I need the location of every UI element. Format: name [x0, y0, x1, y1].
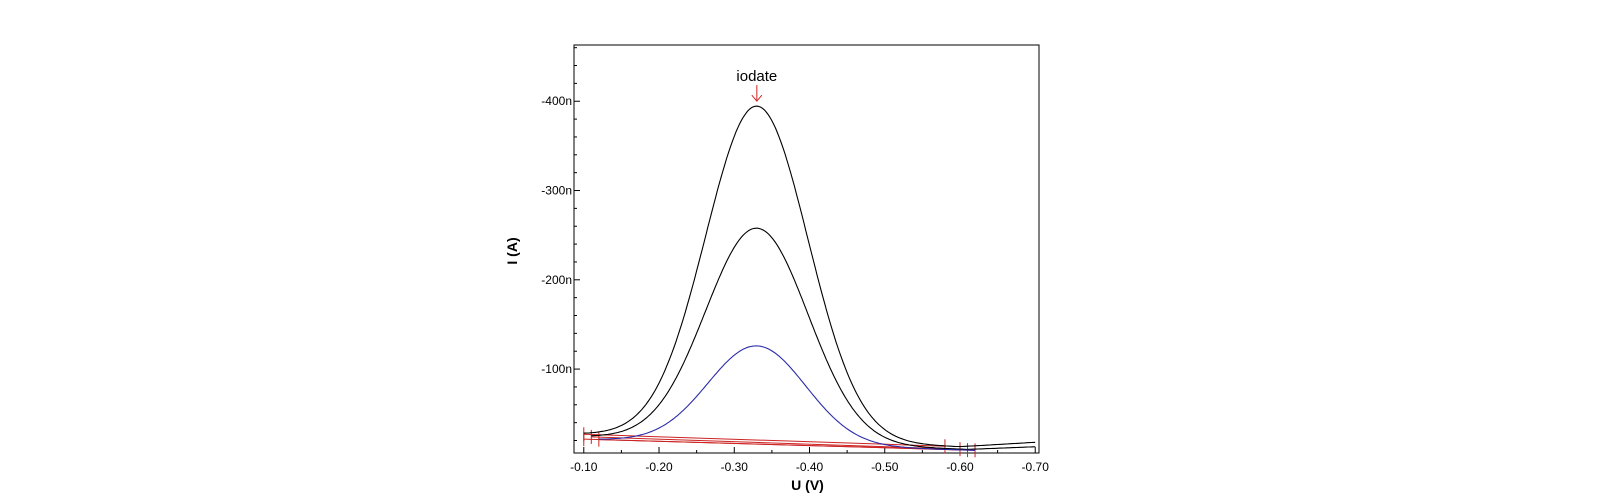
plot-frame [573, 44, 1040, 454]
series-line-3 [598, 345, 975, 451]
y-tick-label: -300n [541, 184, 572, 198]
y-tick-label: -100n [541, 362, 572, 376]
x-tick-label: -0.50 [871, 460, 899, 474]
y-tick-label: -400n [541, 94, 572, 108]
x-tick-label: -0.30 [721, 460, 749, 474]
x-tick-label: -0.10 [570, 460, 598, 474]
annotation-arrow-head [751, 94, 763, 102]
series-group [583, 105, 1036, 451]
x-tick-label: -0.60 [946, 460, 974, 474]
annotation-label: iodate [736, 68, 777, 85]
baseline-line [583, 438, 976, 451]
y-axis-ticks: -100n -200n -300n -400n [541, 94, 580, 376]
y-axis-title: I (A) [504, 237, 520, 264]
minor-ticks [574, 47, 999, 453]
y-tick-label: -200n [541, 273, 572, 287]
x-axis-title: U (V) [791, 477, 824, 493]
x-tick-label: -0.70 [1022, 460, 1050, 474]
x-tick-label: -0.40 [796, 460, 824, 474]
series-line-1 [583, 105, 1036, 448]
x-tick-label: -0.20 [645, 460, 673, 474]
x-axis-ticks: -0.10 -0.20 -0.30 -0.40 -0.50 -0.60 -0.70 [570, 447, 1049, 474]
series-line-2 [591, 227, 1036, 450]
annotation: iodate [736, 68, 777, 102]
